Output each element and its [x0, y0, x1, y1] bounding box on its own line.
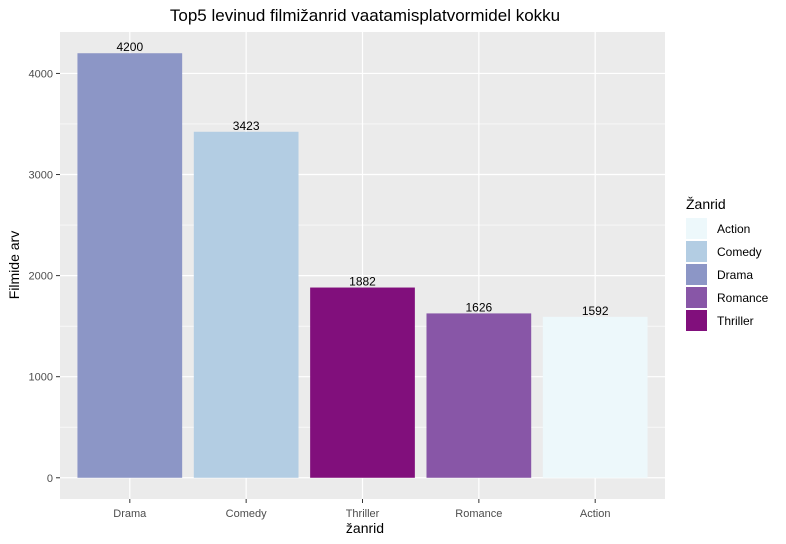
- data-label: 3423: [233, 119, 260, 133]
- data-label: 4200: [116, 40, 143, 54]
- legend-label: Thriller: [717, 313, 754, 328]
- y-axis-title: Filmide arv: [6, 230, 22, 300]
- bar-action: [542, 316, 648, 478]
- x-tick-label: Comedy: [226, 508, 267, 520]
- legend-label: Action: [717, 221, 751, 236]
- legend: Žanrid Action Comedy Drama Romance Thriller: [686, 196, 768, 332]
- chart-title: Top5 levinud filmižanrid vaatamisplatvor…: [169, 6, 561, 25]
- legend-label: Romance: [717, 290, 769, 305]
- legend-item: Romance: [686, 286, 768, 309]
- data-label: 1882: [349, 275, 376, 289]
- legend-key: [686, 310, 707, 331]
- bar-thriller: [310, 287, 415, 478]
- x-axis-title: žanrid: [345, 520, 385, 536]
- legend-item: Comedy: [686, 240, 768, 263]
- bar-romance: [426, 313, 532, 478]
- x-tick-label: Thriller: [346, 508, 380, 520]
- y-tick-label: 3000: [29, 170, 53, 182]
- legend-key: [686, 218, 707, 239]
- legend-item: Action: [686, 217, 768, 240]
- x-tick-label: Drama: [113, 508, 147, 520]
- legend-label: Comedy: [717, 244, 762, 259]
- x-tick-label: Romance: [455, 508, 502, 520]
- legend-key: [686, 264, 707, 285]
- y-tick-label: 0: [47, 473, 53, 485]
- legend-label: Drama: [717, 267, 754, 282]
- bar-comedy: [193, 131, 299, 478]
- data-label: 1626: [465, 300, 492, 314]
- y-tick-label: 1000: [29, 372, 53, 384]
- legend-item: Thriller: [686, 309, 768, 332]
- y-tick-label: 4000: [29, 68, 53, 80]
- legend-key: [686, 287, 707, 308]
- legend-item: Drama: [686, 263, 768, 286]
- bar-drama: [77, 53, 183, 478]
- x-tick-label: Action: [580, 508, 611, 520]
- legend-title: Žanrid: [686, 196, 726, 212]
- y-tick-label: 2000: [29, 271, 53, 283]
- legend-key: [686, 241, 707, 262]
- legend-items: Action Comedy Drama Romance Thriller: [686, 217, 768, 332]
- data-label: 1592: [582, 304, 609, 318]
